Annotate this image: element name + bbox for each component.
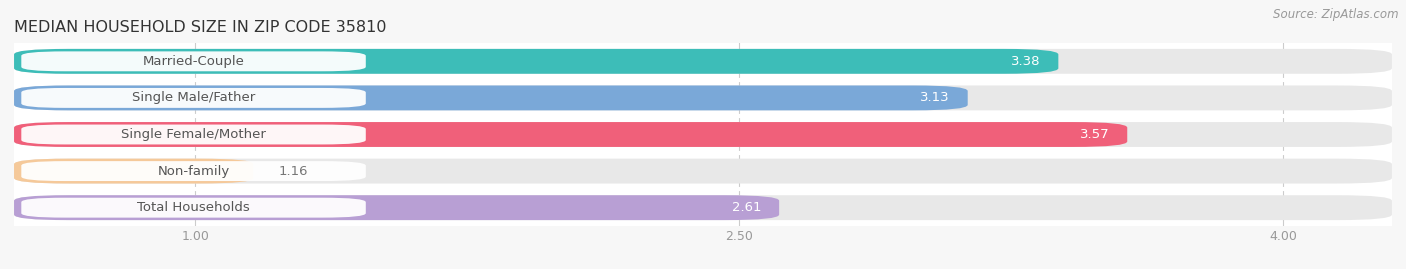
Text: 2.61: 2.61 <box>731 201 761 214</box>
FancyBboxPatch shape <box>14 86 967 110</box>
FancyBboxPatch shape <box>21 161 366 181</box>
Text: Non-family: Non-family <box>157 165 229 178</box>
FancyBboxPatch shape <box>21 51 366 71</box>
FancyBboxPatch shape <box>21 125 366 144</box>
FancyBboxPatch shape <box>14 159 1392 183</box>
FancyBboxPatch shape <box>14 159 253 183</box>
FancyBboxPatch shape <box>14 195 779 220</box>
FancyBboxPatch shape <box>14 195 1392 220</box>
FancyBboxPatch shape <box>14 86 1392 110</box>
Text: 3.38: 3.38 <box>1011 55 1040 68</box>
Text: Single Female/Mother: Single Female/Mother <box>121 128 266 141</box>
FancyBboxPatch shape <box>21 198 366 218</box>
FancyBboxPatch shape <box>14 49 1392 74</box>
FancyBboxPatch shape <box>14 122 1392 147</box>
FancyBboxPatch shape <box>14 49 1059 74</box>
Text: 1.16: 1.16 <box>278 165 308 178</box>
Text: Source: ZipAtlas.com: Source: ZipAtlas.com <box>1274 8 1399 21</box>
Text: MEDIAN HOUSEHOLD SIZE IN ZIP CODE 35810: MEDIAN HOUSEHOLD SIZE IN ZIP CODE 35810 <box>14 20 387 35</box>
FancyBboxPatch shape <box>21 88 366 108</box>
Text: 3.13: 3.13 <box>920 91 949 104</box>
Text: Single Male/Father: Single Male/Father <box>132 91 254 104</box>
Text: Total Households: Total Households <box>138 201 250 214</box>
FancyBboxPatch shape <box>14 122 1128 147</box>
Text: Married-Couple: Married-Couple <box>142 55 245 68</box>
Text: 3.57: 3.57 <box>1080 128 1109 141</box>
